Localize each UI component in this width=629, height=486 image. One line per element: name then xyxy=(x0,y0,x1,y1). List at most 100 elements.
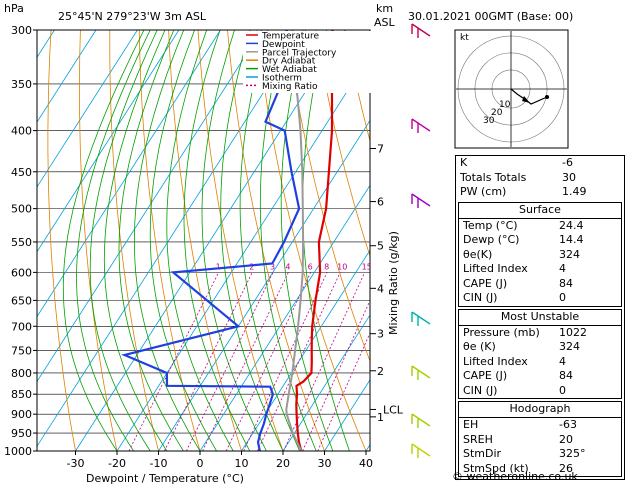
hodograph-section: Hodograph EH -63 SREH 20 StmDir 325° StmSpd… xyxy=(458,401,622,477)
isotherm-line xyxy=(199,184,370,451)
pressure-tick-label: 700 xyxy=(11,320,32,333)
mixing-ratio-line xyxy=(186,272,274,451)
surface-row: θe(K) 324 xyxy=(463,247,580,261)
temp-tick-label: 10 xyxy=(235,457,249,470)
pressure-tick-label: 550 xyxy=(11,236,32,249)
legend-item-label: Dewpoint xyxy=(262,40,305,50)
isotherm-line xyxy=(241,249,370,451)
wind-barb-icon xyxy=(411,365,431,380)
wet-adiabat-line xyxy=(201,30,267,451)
hodograph-ring-label: 30 xyxy=(483,116,495,126)
isotherm-line xyxy=(324,379,370,451)
legend-item-label: Temperature xyxy=(261,32,319,42)
temp-tick-label: -30 xyxy=(67,457,85,470)
isotherm-line xyxy=(37,30,97,123)
km-tick-label: 4 xyxy=(377,282,384,295)
wind-barb-icon xyxy=(411,311,431,326)
temp-tick-label: -20 xyxy=(108,457,126,470)
temp-tick-label: 40 xyxy=(359,457,373,470)
km-tick-label: 7 xyxy=(377,142,384,155)
hodo-row: StmSpd (kt) 26 xyxy=(463,461,573,475)
pressure-tick-label: 650 xyxy=(11,294,32,307)
indices-table: K -6 Totals Totals 30 PW (cm) 1.49 Surface … xyxy=(455,155,625,480)
surface-title: Surface xyxy=(459,203,621,219)
mixing-ratio-line xyxy=(128,272,220,451)
mixing-ratio-label: 6 xyxy=(308,262,313,271)
chart-header-location: 25°45'N 279°23'W 3m ASL xyxy=(58,10,207,23)
index-row-totals: Totals Totals 30 xyxy=(460,170,576,184)
mixing-ratio-line xyxy=(302,299,370,451)
isotherm-line xyxy=(75,30,346,451)
mixing-ratio-line xyxy=(317,331,370,451)
mixing-ratio-axis-label: Mixing Ratio (g/kg) xyxy=(387,231,400,335)
wet-adiabat-line xyxy=(118,30,184,451)
hodo-row: EH -63 xyxy=(463,418,577,431)
wet-adiabat-line xyxy=(220,30,284,451)
dry-adiabat-line xyxy=(285,30,370,363)
mixing-ratio-label: 2 xyxy=(249,262,254,271)
wind-barb-icon xyxy=(411,23,431,38)
mixing-ratio-line xyxy=(243,272,328,451)
surface-row: CIN (J) 0 xyxy=(463,291,566,304)
legend-box xyxy=(243,31,371,93)
pressure-tick-label: 850 xyxy=(11,388,32,401)
wet-adiabat-line xyxy=(149,30,217,451)
mixing-ratio-line xyxy=(164,272,253,451)
wet-adiabat-line xyxy=(239,30,300,451)
hodograph-title: Hodograph xyxy=(459,402,621,418)
series-line-dewpoint xyxy=(121,30,301,451)
mixing-ratio-line xyxy=(283,272,365,451)
surface-section: Surface Temp (°C) 24.4 Dewp (°C) 14.4 θe(K… xyxy=(458,201,622,307)
wet-adiabat-line xyxy=(302,30,350,451)
mixing-ratio-label: 1 xyxy=(216,262,221,271)
storm-motion-arrow-icon xyxy=(522,96,530,103)
pressure-tick-label: 750 xyxy=(11,344,32,357)
dry-adiabat-line xyxy=(315,30,370,258)
wet-adiabat-line xyxy=(76,30,151,451)
wet-adiabat-line xyxy=(259,30,317,451)
most-unstable-section: Most Unstable Pressure (mb) 1022 θe (K) 32… xyxy=(458,308,622,399)
plot-frame xyxy=(36,29,371,452)
legend-item-label: Dry Adiabat xyxy=(262,57,316,67)
temp-tick-label: -10 xyxy=(150,457,168,470)
mixing-ratio-label: 3 xyxy=(270,262,275,271)
pressure-tick-label: 600 xyxy=(11,266,32,279)
mixing-ratio-label: 8 xyxy=(324,262,329,271)
isotherm-line xyxy=(37,30,138,188)
hodograph-kt-label: kt xyxy=(460,33,469,43)
mixing-ratio-line xyxy=(202,272,289,451)
most-unstable-title: Most Unstable xyxy=(459,310,621,326)
wet-adiabat-line xyxy=(89,30,158,451)
series-line-parcel-trajectory xyxy=(285,30,305,451)
mixing-ratio-label: 15 xyxy=(362,262,372,271)
dry-adiabat-line xyxy=(227,30,325,451)
lcl-label: LCL xyxy=(383,403,404,416)
isotherm-line xyxy=(37,30,180,253)
temp-tick-label: 0 xyxy=(197,457,204,470)
mu-row: CAPE (J) 84 xyxy=(463,369,573,382)
pressure-unit-label: hPa xyxy=(4,2,24,15)
isotherm-line xyxy=(158,119,370,451)
legend-item-label: Wet Adiabat xyxy=(262,65,317,75)
km-unit-label: km xyxy=(376,2,393,15)
wind-barb-icon xyxy=(411,413,431,428)
dry-adiabat-line xyxy=(138,30,201,451)
pressure-tick-label: 300 xyxy=(11,24,32,37)
asl-label: ASL xyxy=(374,16,396,29)
surface-row: Lifted Index 4 xyxy=(463,262,566,275)
x-axis-label: Dewpoint / Temperature (°C) xyxy=(86,472,244,485)
wet-adiabat-line xyxy=(134,30,201,451)
isotherm-line xyxy=(116,54,370,451)
isotherm-line xyxy=(37,30,304,448)
km-tick-label: 5 xyxy=(377,240,384,253)
index-row-pw: PW (cm) 1.49 xyxy=(460,185,587,198)
mixing-ratio-line xyxy=(225,272,312,451)
pressure-tick-label: 950 xyxy=(11,427,32,440)
surface-row: Temp (°C) 24.4 xyxy=(463,218,584,232)
mu-row: CIN (J) 0 xyxy=(463,383,566,397)
hodograph-point xyxy=(545,95,549,99)
wet-adiabat-line xyxy=(62,30,145,451)
wet-adiabat-line xyxy=(103,30,168,451)
series-line-temperature xyxy=(295,30,334,451)
